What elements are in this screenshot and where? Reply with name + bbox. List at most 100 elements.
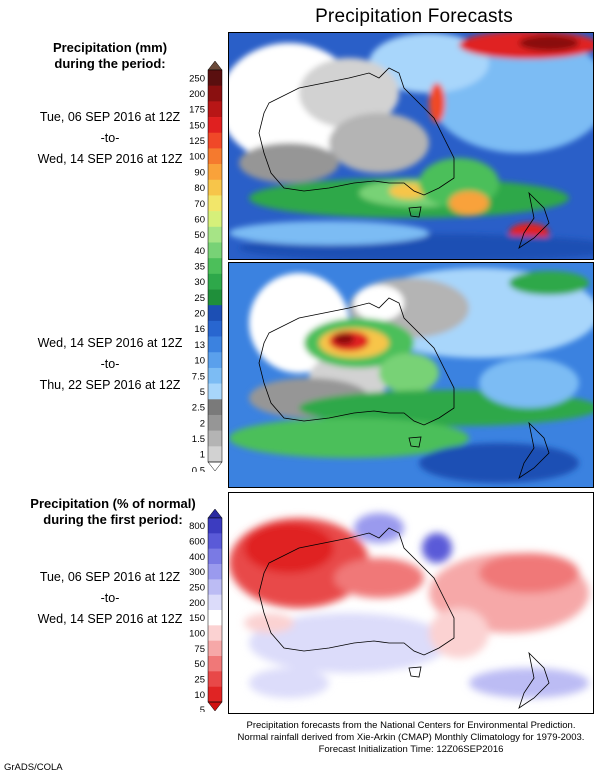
colorbar-swatch: [208, 148, 222, 165]
period1-sep: -to-: [100, 131, 120, 145]
precip-map-period1: [228, 32, 594, 260]
colorbar-tick-label: 70: [194, 199, 205, 210]
colorbar-swatch: [208, 430, 222, 447]
colorbar-tick-label: 10: [194, 690, 205, 701]
colorbar-tick-label: 7.5: [192, 371, 205, 382]
colorbar-tick-label: 5: [200, 387, 205, 398]
colorbar-tick-label: 60: [194, 214, 205, 225]
percent-colorbar: 800 600 400 300 250 200 150 100 75 50 25 10 5: [170, 508, 226, 716]
colorbar-tick-label: 50: [194, 230, 205, 241]
colorbar-tick-label: 80: [194, 183, 205, 194]
colorbar-tick-label: 25: [194, 293, 205, 304]
colorbar-tick-label: 2.5: [192, 403, 205, 414]
period1-end: Wed, 14 SEP 2016 at 12Z: [37, 152, 183, 166]
precip-colorbar: 250 200 175 150 125 100 90 80 70 60 50 40 35 30 25 20 16…: [170, 60, 226, 476]
colorbar-tick-label: 100: [189, 152, 205, 163]
colorbar-swatch: [208, 594, 222, 611]
colorbar-tick-label: 50: [194, 659, 205, 670]
legend1-heading: Precipitation (mm) during the period:: [30, 40, 190, 72]
colorbar-tick-label: 300: [189, 567, 205, 578]
colorbar-tick-label: 16: [194, 324, 205, 335]
colorbar-tick-label: 5: [200, 705, 205, 712]
colorbar-top-arrow: [207, 508, 223, 519]
page-title: Precipitation Forecasts: [315, 6, 513, 27]
legend2-heading-line2: during the first period:: [43, 512, 183, 527]
colorbar-bottom-arrow: [207, 461, 223, 472]
period1-label: Tue, 06 SEP 2016 at 12Z -to- Wed, 14 SEP…: [20, 110, 200, 167]
colorbar-swatch: [208, 564, 222, 580]
footer-line2: Normal rainfall derived from Xie-Arkin (…: [237, 732, 585, 743]
colorbar-swatch: [208, 579, 222, 595]
colorbar-outline: [207, 69, 223, 463]
colorbar-swatch: [208, 195, 222, 212]
colorbar-tick-label: 10: [194, 356, 205, 367]
period2-start: Wed, 14 SEP 2016 at 12Z: [37, 336, 183, 350]
colorbar-top-arrow: [207, 60, 223, 71]
legend1-heading-line2: during the period:: [54, 56, 166, 71]
colorbar-tick-label: 2: [200, 418, 205, 429]
colorbar-tick-label: 250: [189, 73, 205, 84]
colorbar-tick-label: 25: [194, 675, 205, 686]
colorbar-swatch: [208, 305, 222, 322]
footer-notes: Precipitation forecasts from the Nationa…: [228, 720, 594, 756]
percent-colorbar-graphic: 800 600 400 300 250 200 150 100 75 50 25 10 5: [189, 508, 223, 716]
colorbar-tick-label: 1: [200, 450, 205, 461]
colorbar-tick-label: 200: [189, 598, 205, 609]
colorbar-swatch: [208, 656, 222, 672]
period2-label: Wed, 14 SEP 2016 at 12Z -to- Thu, 22 SEP…: [20, 336, 200, 393]
period3-sep: -to-: [100, 591, 120, 605]
legend2-heading: Precipitation (% of normal) during the f…: [18, 496, 208, 528]
colorbar-tick-label: 20: [194, 309, 205, 320]
colorbar-swatch: [208, 610, 222, 626]
colorbar-swatch: [208, 533, 222, 549]
colorbar-swatch: [208, 399, 222, 416]
footer-line1: Precipitation forecasts from the Nationa…: [246, 720, 576, 731]
colorbar-swatch: [208, 258, 222, 275]
colorbar-tick-label: 150: [189, 613, 205, 624]
colorbar-swatch: [208, 686, 222, 703]
colorbar-swatch: [208, 518, 222, 534]
percent-normal-map: [228, 492, 594, 714]
colorbar-swatch: [208, 211, 222, 228]
precip-map-period2: [228, 262, 594, 488]
colorbar-swatch: [208, 85, 222, 102]
legend2-heading-line1: Precipitation (% of normal): [30, 496, 196, 511]
colorbar-swatch: [208, 640, 222, 657]
colorbar-swatch: [208, 289, 222, 306]
colorbar-bottom-arrow: [207, 701, 223, 712]
period3-label: Tue, 06 SEP 2016 at 12Z -to- Wed, 14 SEP…: [20, 570, 200, 627]
colorbar-swatch: [208, 242, 222, 259]
colorbar-tick-label: 90: [194, 167, 205, 178]
colorbar-swatch: [208, 383, 222, 400]
colorbar-tick-label: 125: [189, 136, 205, 147]
colorbar-tick-label: 150: [189, 120, 205, 131]
colorbar-swatch: [208, 367, 222, 384]
colorbar-swatch: [208, 352, 222, 369]
colorbar-tick-label: 40: [194, 246, 205, 257]
colorbar-swatch: [208, 179, 222, 196]
colorbar-tick-label: 100: [189, 629, 205, 640]
colorbar-tick-label: 1.5: [192, 434, 205, 445]
colorbar-tick-label: 30: [194, 277, 205, 288]
colorbar-swatch: [208, 625, 222, 641]
colorbar-tick-label: 0.5: [192, 465, 205, 472]
colorbar-swatch: [208, 101, 222, 118]
colorbar-tick-label: 200: [189, 89, 205, 100]
colorbar-tick-label: 13: [194, 340, 205, 351]
footer-line3: Forecast Initialization Time: 12Z06SEP20…: [318, 744, 504, 755]
colorbar-swatch: [208, 671, 222, 687]
colorbar-swatch: [208, 320, 222, 337]
colorbar-tick-label: 400: [189, 552, 205, 563]
period1-start: Tue, 06 SEP 2016 at 12Z: [39, 110, 181, 124]
credit-label: GrADS/COLA: [4, 762, 63, 773]
colorbar-outline: [207, 517, 223, 703]
colorbar-tick-label: 250: [189, 583, 205, 594]
period2-sep: -to-: [100, 357, 120, 371]
period2-end: Thu, 22 SEP 2016 at 12Z: [39, 378, 181, 392]
colorbar-tick-label: 75: [194, 644, 205, 655]
colorbar-swatch: [208, 446, 222, 463]
period3-end: Wed, 14 SEP 2016 at 12Z: [37, 612, 183, 626]
precip-colorbar-graphic: 2502001751501251009080706050403530252016…: [189, 60, 223, 476]
period3-start: Tue, 06 SEP 2016 at 12Z: [39, 570, 181, 584]
colorbar-tick-label: 175: [189, 105, 205, 116]
